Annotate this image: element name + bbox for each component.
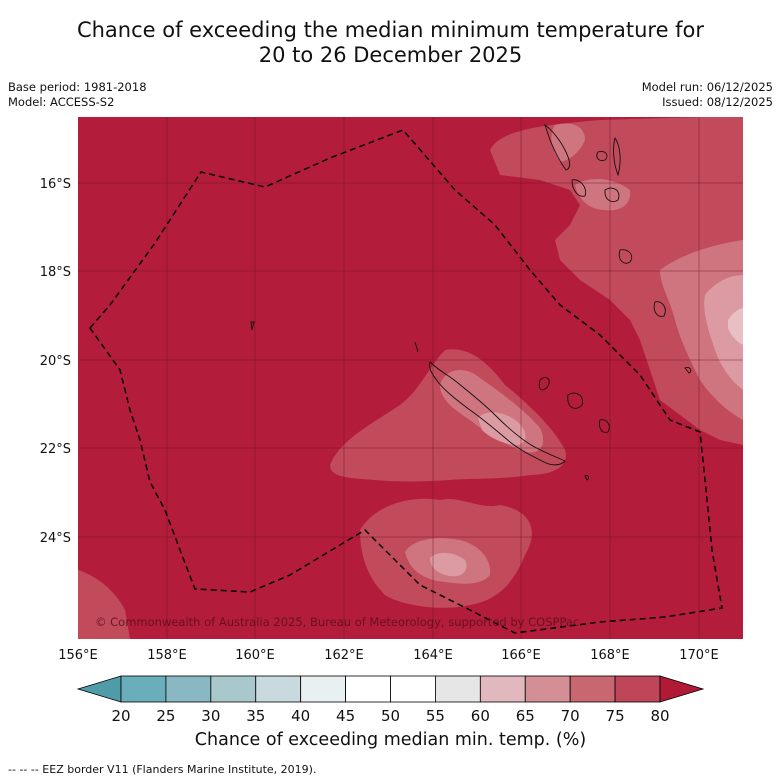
colorbar-segment	[120, 675, 167, 703]
colorbar-tick-label: 25	[156, 707, 175, 725]
lon-tick-164e: 164°E	[413, 648, 453, 663]
colorbar-tick-label: 35	[246, 707, 265, 725]
probability-65-region-newcaledonia	[478, 412, 526, 445]
map-panel: © Commonwealth of Australia 2025, Bureau…	[78, 117, 743, 639]
copyright-notice: © Commonwealth of Australia 2025, Bureau…	[95, 615, 579, 629]
model-run: Model run: 06/12/2025	[641, 80, 773, 94]
colorbar-segment	[524, 675, 571, 703]
vanuatu-coast	[544, 123, 692, 374]
lon-tick-166e: 166°E	[501, 648, 541, 663]
lat-axis: 16°S 18°S 20°S 22°S 24°S	[40, 177, 71, 546]
probability-65-region-south	[430, 552, 467, 577]
coastlines	[250, 123, 692, 481]
colorbar-tick-label: 65	[516, 707, 535, 725]
colorbar-segment	[569, 675, 616, 703]
meta-right: Model run: 06/12/2025 Issued: 08/12/2025	[642, 80, 773, 110]
colorbar-tick-label: 50	[381, 707, 400, 725]
colorbar-segment	[479, 675, 526, 703]
loyalty-islands-coast	[538, 377, 610, 433]
probability-75-region-northeast	[490, 117, 743, 445]
lat-tick-16s: 16°S	[40, 177, 71, 192]
lat-tick-24s: 24°S	[40, 531, 71, 546]
colorbar-segment	[255, 675, 302, 703]
colorbar-segment	[390, 675, 436, 703]
lon-tick-168e: 168°E	[590, 648, 630, 663]
colorbar-tick-label: 55	[426, 707, 445, 725]
colorbar-segment	[614, 675, 661, 703]
title-line-2: 20 to 26 December 2025	[258, 43, 523, 67]
probability-70-region-vanuatu	[551, 123, 585, 162]
colorbar-segment	[345, 675, 391, 703]
probability-75-region-newcaledonia	[330, 349, 566, 482]
colorbar-tick-label: 45	[336, 707, 355, 725]
colorbar-tick-label: 80	[650, 707, 669, 725]
colorbar-label: Chance of exceeding median min. temp. (%…	[194, 730, 587, 750]
lon-tick-162e: 162°E	[324, 648, 364, 663]
colorbar-tick-label: 20	[111, 707, 130, 725]
lon-tick-156e: 156°E	[58, 648, 98, 663]
colorbar: 20 25 30 35 40 45 50 55 60 65 70 75 80	[76, 675, 705, 725]
new-caledonia-coast	[429, 361, 566, 466]
colorbar-segment	[435, 675, 481, 703]
probability-65-region-east	[704, 275, 743, 390]
colorbar-tick-label: 75	[606, 707, 625, 725]
lon-tick-170e: 170°E	[679, 648, 719, 663]
colorbar-tick-label: 70	[561, 707, 580, 725]
map-title: Chance of exceeding the median minimum t…	[0, 18, 781, 68]
title-line-1: Chance of exceeding the median minimum t…	[76, 18, 705, 42]
lon-tick-160e: 160°E	[235, 648, 275, 663]
meta-left: Base period: 1981-2018 Model: ACCESS-S2	[8, 80, 147, 110]
lat-tick-20s: 20°S	[40, 354, 71, 369]
colorbar-tick-label: 40	[291, 707, 310, 725]
colorbar-tick-label: 30	[201, 707, 220, 725]
probability-60-region-east	[728, 308, 743, 345]
colorbar-segment	[210, 675, 257, 703]
model-name: Model: ACCESS-S2	[8, 95, 115, 109]
colorbar-segment	[165, 675, 212, 703]
base-period: Base period: 1981-2018	[8, 80, 147, 94]
lon-axis: 156°E 158°E 160°E 162°E 164°E 166°E 168°…	[58, 648, 719, 663]
probability-75-region-topright	[700, 117, 743, 140]
probability-70-region-vanuatu-2	[575, 178, 631, 211]
lat-tick-22s: 22°S	[40, 442, 71, 457]
lon-tick-158e: 158°E	[147, 648, 187, 663]
probability-75-region-southwest	[78, 570, 130, 639]
map-gridlines	[78, 117, 743, 639]
colorbar-extend-low	[76, 675, 122, 703]
colorbar-extend-high	[659, 675, 705, 703]
eez-border	[89, 129, 723, 634]
issued-date: Issued: 08/12/2025	[662, 95, 773, 109]
colorbar-segment	[300, 675, 346, 703]
lat-tick-18s: 18°S	[40, 265, 71, 280]
eez-legend-note: -- -- -- EEZ border V11 (Flanders Marine…	[8, 763, 317, 776]
small-islands-coast	[250, 321, 589, 481]
colorbar-tick-label: 60	[471, 707, 490, 725]
